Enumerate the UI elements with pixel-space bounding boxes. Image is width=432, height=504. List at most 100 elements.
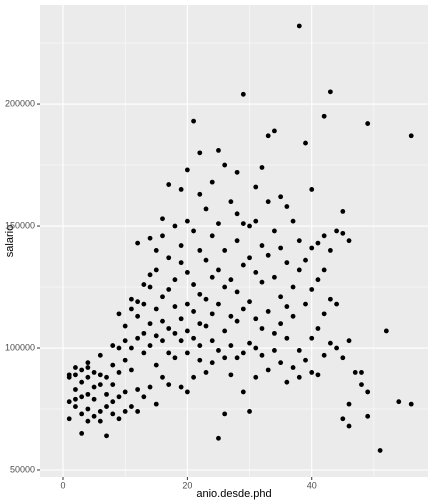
point: [91, 384, 97, 390]
point: [172, 277, 178, 283]
point: [110, 362, 116, 368]
panel: [40, 5, 428, 477]
point: [222, 355, 228, 361]
point: [296, 267, 302, 273]
point: [340, 230, 346, 236]
point: [222, 162, 228, 168]
point: [209, 179, 215, 185]
point: [178, 384, 184, 390]
point: [253, 218, 259, 224]
point: [141, 394, 147, 400]
point: [234, 211, 240, 217]
point: [178, 243, 184, 248]
point: [284, 335, 290, 341]
point: [259, 165, 265, 170]
point: [66, 399, 72, 405]
point: [147, 235, 153, 241]
point: [334, 301, 339, 307]
point: [85, 391, 91, 397]
point: [234, 238, 240, 244]
point: [203, 206, 209, 212]
point: [191, 335, 196, 341]
point: [228, 199, 234, 205]
point: [272, 128, 277, 134]
point: [278, 245, 284, 251]
point: [79, 379, 85, 385]
point: [346, 238, 352, 244]
point: [209, 233, 215, 239]
point: [85, 374, 91, 380]
point: [191, 282, 196, 287]
point: [346, 338, 352, 344]
point: [296, 238, 302, 244]
point: [290, 218, 296, 224]
point: [408, 401, 414, 407]
point: [247, 409, 252, 414]
point: [228, 372, 234, 378]
point: [166, 287, 172, 292]
point: [340, 355, 346, 361]
point: [153, 333, 159, 339]
point: [153, 267, 159, 273]
point: [309, 187, 315, 192]
point: [259, 352, 265, 358]
y-tick-label: 150000: [5, 220, 35, 230]
point: [91, 370, 97, 375]
point: [197, 343, 203, 348]
point: [334, 228, 339, 234]
point: [73, 387, 78, 392]
point: [160, 216, 165, 222]
point: [240, 389, 246, 395]
point: [365, 121, 371, 126]
point: [191, 228, 196, 234]
point: [259, 243, 265, 248]
point: [408, 133, 414, 139]
point: [66, 416, 72, 422]
point: [272, 274, 277, 280]
point: [73, 396, 78, 402]
point: [129, 296, 134, 302]
point: [309, 370, 315, 375]
point: [278, 360, 284, 366]
point: [184, 167, 190, 173]
point: [352, 370, 358, 375]
point: [184, 328, 190, 334]
point: [91, 396, 97, 402]
point: [129, 345, 134, 351]
point: [365, 389, 371, 395]
point: [160, 338, 165, 344]
point: [197, 150, 203, 156]
point: [73, 404, 78, 409]
point: [135, 387, 141, 392]
point: [284, 304, 290, 309]
point: [147, 343, 153, 348]
point: [259, 279, 265, 285]
point: [253, 269, 259, 275]
point: [172, 223, 178, 229]
point: [272, 228, 277, 234]
point: [178, 338, 184, 344]
point: [191, 118, 196, 124]
point: [359, 370, 364, 375]
point: [216, 435, 221, 441]
point: [265, 367, 271, 373]
point: [278, 321, 284, 327]
point: [315, 326, 321, 331]
point: [327, 89, 333, 95]
point: [85, 365, 91, 370]
point: [147, 284, 153, 290]
point: [340, 208, 346, 214]
point: [284, 260, 290, 266]
point: [309, 335, 315, 341]
point: [184, 218, 190, 224]
point: [135, 313, 141, 319]
point: [315, 277, 321, 283]
point: [377, 448, 383, 453]
point: [209, 274, 215, 280]
point: [73, 372, 78, 378]
point: [172, 330, 178, 336]
point: [147, 384, 153, 390]
point: [91, 413, 97, 419]
point: [104, 391, 109, 397]
point: [315, 372, 321, 378]
